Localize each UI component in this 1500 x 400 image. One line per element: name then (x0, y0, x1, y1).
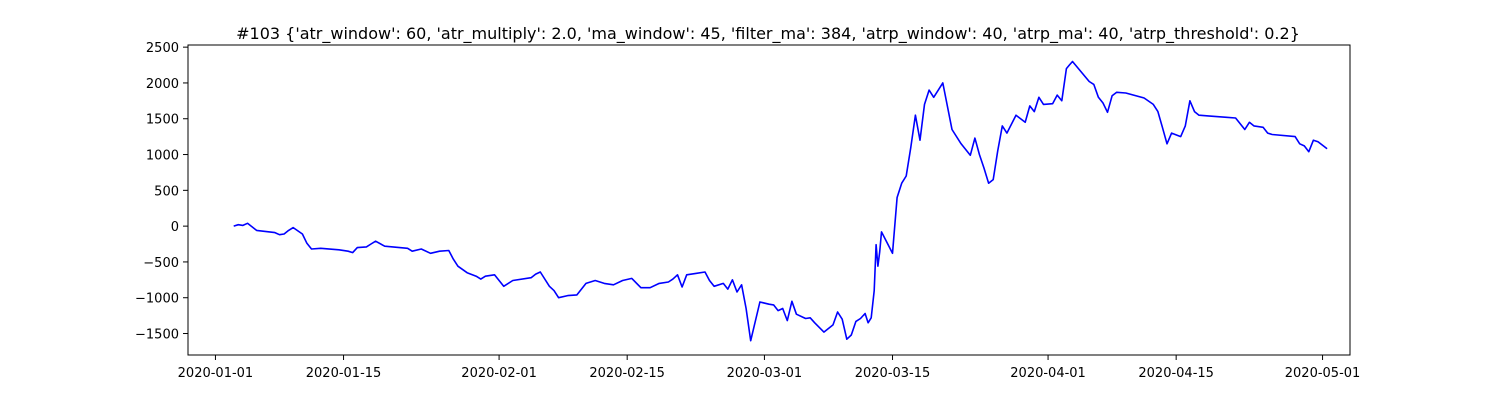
x-tick-label: 2020-03-15 (855, 366, 931, 381)
y-tick-label: 2000 (146, 77, 179, 92)
y-tick-label: −1000 (135, 292, 179, 307)
plot-frame (187, 44, 1351, 356)
y-tick-label: 1500 (146, 113, 179, 128)
x-tick-label: 2020-01-15 (306, 366, 382, 381)
chart-title: #103 {'atr_window': 60, 'atr_multiply': … (236, 24, 1300, 44)
series-line (233, 60, 1328, 342)
x-axis: 2020-01-01 2020-01-15 2020-02-01 2020-02-15… (178, 355, 1361, 381)
x-tick-label: 2020-04-01 (1010, 366, 1086, 381)
y-tick-label: 1000 (146, 149, 179, 164)
x-tick-label: 2020-02-01 (461, 366, 537, 381)
y-tick-label: −1500 (135, 328, 179, 343)
x-tick-label: 2020-04-15 (1138, 366, 1214, 381)
y-tick-label: −500 (143, 256, 179, 271)
y-tick-label: 2500 (146, 41, 179, 56)
y-tick-label: 500 (154, 184, 179, 199)
x-tick-label: 2020-02-15 (589, 366, 665, 381)
x-tick-label: 2020-01-01 (178, 366, 254, 381)
x-tick-label: 2020-05-01 (1285, 366, 1361, 381)
x-tick-label: 2020-03-01 (727, 366, 803, 381)
y-axis: −1500 −1000 −500 0 500 1000 1500 2000 2500 (135, 41, 188, 343)
y-tick-label: 0 (171, 220, 179, 235)
